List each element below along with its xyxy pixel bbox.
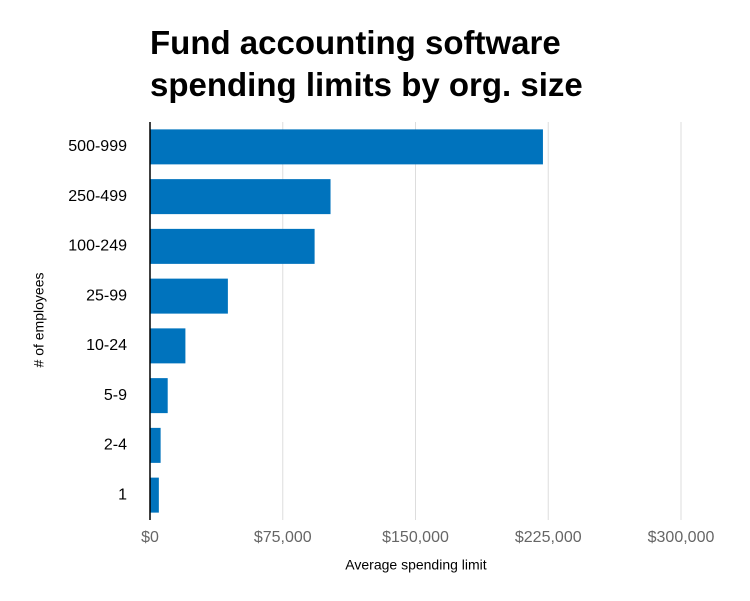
x-tick-label: $75,000: [254, 529, 312, 546]
y-tick-label: 250-499: [68, 188, 127, 205]
bar: [150, 427, 161, 463]
bar: [150, 129, 543, 165]
chart-title: Fund accounting software spending limits…: [150, 24, 583, 103]
y-tick-label: 1: [118, 486, 127, 503]
bar: [150, 477, 159, 513]
bar: [150, 278, 228, 314]
x-tick-label: $0: [141, 529, 159, 546]
x-tick-label: $150,000: [382, 529, 449, 546]
bar: [150, 378, 168, 414]
y-tick-label: 10-24: [86, 337, 127, 354]
bar: [150, 328, 186, 364]
y-tick-label: 2-4: [104, 437, 127, 454]
y-axis-label: # of employees: [31, 273, 47, 368]
x-axis-label: Average spending limit: [345, 557, 486, 573]
y-tick-label: 100-249: [68, 238, 127, 255]
y-tick-label: 500-999: [68, 138, 127, 155]
bar: [150, 228, 315, 264]
y-tick-label: 25-99: [86, 287, 127, 304]
y-tick-label: 5-9: [104, 387, 127, 404]
bar: [150, 179, 331, 215]
x-tick-label: $225,000: [515, 529, 582, 546]
x-tick-label: $300,000: [648, 529, 715, 546]
